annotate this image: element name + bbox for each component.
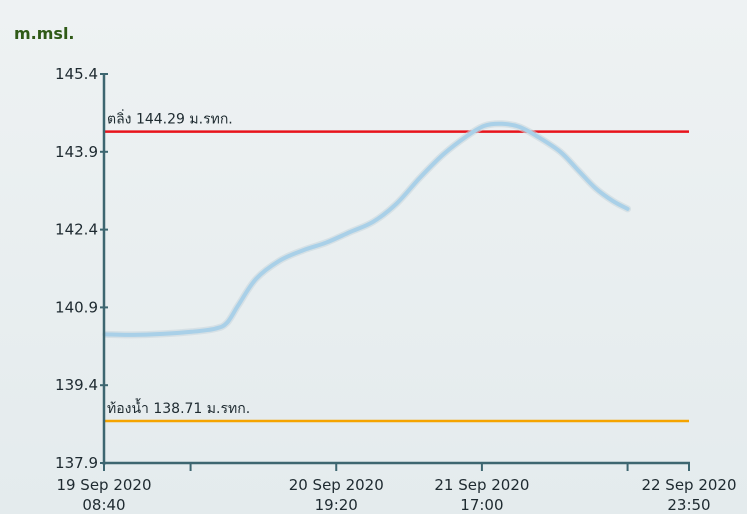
x-tick-label-date: 22 Sep 2020 [641,476,736,494]
water-level-line [103,121,630,337]
x-tick-label-date: 20 Sep 2020 [289,476,384,494]
x-tick-label-time: 23:50 [667,496,710,514]
y-tick-label: 145.4 [55,65,98,83]
x-tick-label-time: 17:00 [460,496,503,514]
y-tick-label: 140.9 [55,298,98,316]
y-axis-unit-label: m.msl. [14,24,75,43]
x-tick-label-date: 19 Sep 2020 [56,476,151,494]
bank-level-label: ตลิ่ง 144.29 ม.รทก. [107,110,233,128]
riverbed-level-label: ท้องน้ำ 138.71 ม.รทก. [107,398,250,417]
x-tick-label-time: 19:20 [315,496,358,514]
y-tick-label: 137.9 [55,454,98,472]
x-tick-label-time: 08:40 [82,496,125,514]
y-tick-label: 142.4 [55,221,98,239]
water-level-line-shadow [102,120,632,339]
y-tick-label: 139.4 [55,376,98,394]
x-tick-label-date: 21 Sep 2020 [434,476,529,494]
y-tick-label: 143.9 [55,143,98,161]
